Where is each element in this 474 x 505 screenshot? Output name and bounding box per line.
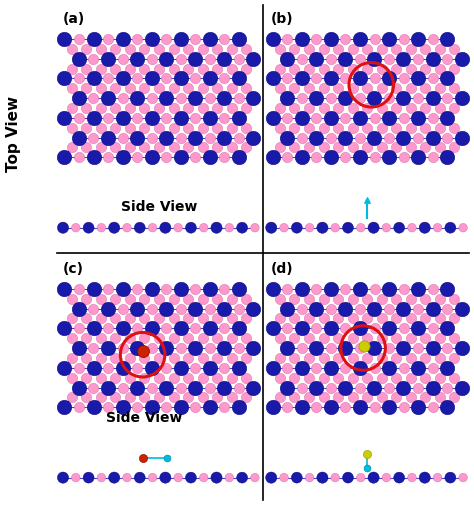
Text: (b): (b) (271, 13, 294, 26)
Text: (d): (d) (271, 262, 294, 276)
Text: (c): (c) (63, 262, 84, 276)
Text: (a): (a) (63, 13, 85, 26)
Text: Side View: Side View (121, 200, 197, 214)
Text: Top View: Top View (6, 96, 21, 172)
Text: Side View: Side View (106, 411, 183, 425)
